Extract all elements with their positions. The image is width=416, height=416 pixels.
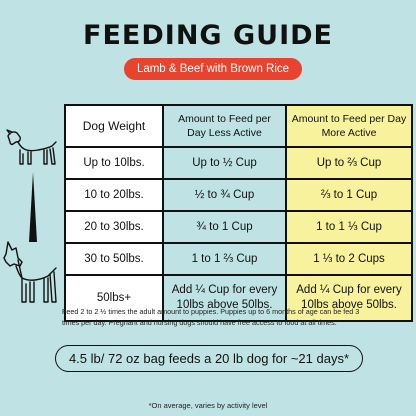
table-header-row: Dog Weight Amount to Feed per Day Less A… bbox=[64, 104, 413, 148]
less-active-cell: Add ¼ Cup for every 10lbs above 50lbs. bbox=[162, 274, 287, 322]
table-row: 10 to 20lbs. ½ to ¾ Cup ⅔ to 1 Cup bbox=[64, 178, 413, 212]
size-scale-wedge bbox=[29, 172, 37, 242]
more-active-cell: 1 ⅓ to 2 Cups bbox=[285, 242, 413, 276]
large-dog-icon bbox=[3, 241, 57, 303]
table-row: Up to 10lbs. Up to ½ Cup Up to ⅔ Cup bbox=[64, 146, 413, 180]
less-active-cell: 1 to 1 ⅔ Cup bbox=[162, 242, 287, 276]
recipe-badge: Lamb & Beef with Brown Rice bbox=[124, 58, 302, 80]
weight-cell: 50lbs+ bbox=[64, 274, 164, 322]
bag-statement: 4.5 lb/ 72 oz bag feeds a 20 lb dog for … bbox=[55, 345, 363, 372]
page-title: FEEDING GUIDE bbox=[83, 20, 333, 51]
header-more-active: Amount to Feed per Day More Active bbox=[285, 104, 413, 148]
header-less-active: Amount to Feed per Day Less Active bbox=[162, 104, 287, 148]
more-active-cell: 1 to 1 ⅓ Cup bbox=[285, 210, 413, 244]
footnote: *On average, varies by activity level bbox=[148, 401, 268, 410]
weight-cell: 20 to 30lbs. bbox=[64, 210, 164, 244]
less-active-cell: ¾ to 1 Cup bbox=[162, 210, 287, 244]
weight-cell: 30 to 50lbs. bbox=[64, 242, 164, 276]
small-dog-icon bbox=[6, 129, 57, 165]
feeding-table: Dog Weight Amount to Feed per Day Less A… bbox=[64, 104, 413, 322]
more-active-cell: ⅔ to 1 Cup bbox=[285, 178, 413, 212]
table-row: 50lbs+ Add ¼ Cup for every 10lbs above 5… bbox=[64, 274, 413, 322]
more-active-cell: Add ¼ Cup for every 10lbs above 50lbs. bbox=[285, 274, 413, 322]
more-active-cell: Up to ⅔ Cup bbox=[285, 146, 413, 180]
less-active-cell: ½ to ¾ Cup bbox=[162, 178, 287, 212]
table-row: 20 to 30lbs. ¾ to 1 Cup 1 to 1 ⅓ Cup bbox=[64, 210, 413, 244]
weight-cell: 10 to 20lbs. bbox=[64, 178, 164, 212]
weight-cell: Up to 10lbs. bbox=[64, 146, 164, 180]
less-active-cell: Up to ½ Cup bbox=[162, 146, 287, 180]
puppy-note: Feed 2 to 2 ½ times the adult amount to … bbox=[62, 307, 360, 328]
table-row: 30 to 50lbs. 1 to 1 ⅔ Cup 1 ⅓ to 2 Cups bbox=[64, 242, 413, 276]
header-dog-weight: Dog Weight bbox=[64, 104, 164, 148]
